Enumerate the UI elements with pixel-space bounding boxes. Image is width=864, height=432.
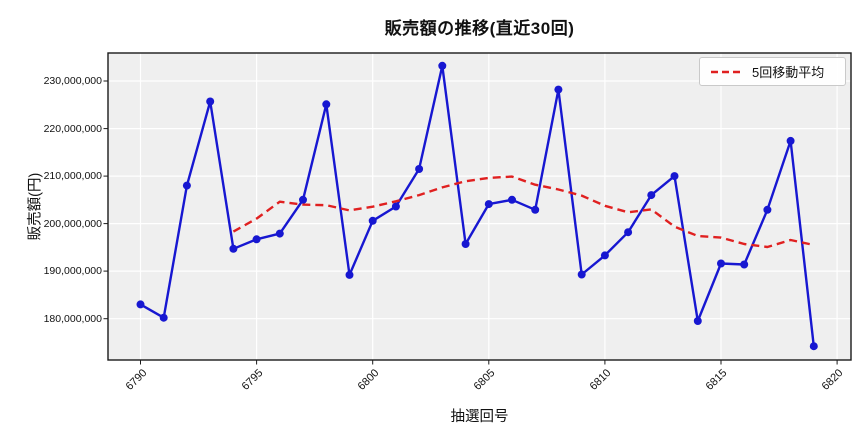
sales-line (139, 64, 815, 347)
sales-markers (136, 61, 818, 351)
y-tick-label: 210,000,000 (43, 170, 102, 183)
y-tick-label: 220,000,000 (43, 122, 102, 135)
chart-title: 販売額の推移(直近30回) (384, 19, 575, 38)
x-axis-label: 抽選回号 (450, 409, 509, 425)
y-tick-label: 180,000,000 (43, 312, 102, 325)
plot-background (108, 53, 851, 360)
legend: 5回移動平均 (699, 57, 846, 86)
plot-frame (107, 52, 852, 361)
tick-marks (103, 80, 838, 365)
y-tick-label: 230,000,000 (43, 75, 102, 88)
legend-dashed-line-swatch (711, 70, 743, 73)
moving-average-line (232, 175, 815, 249)
y-tick-label: 200,000,000 (43, 217, 102, 230)
y-tick-label: 190,000,000 (43, 265, 102, 278)
legend-label: 5回移動平均 (752, 65, 825, 80)
y-axis-label: 販売額(円) (27, 172, 44, 241)
